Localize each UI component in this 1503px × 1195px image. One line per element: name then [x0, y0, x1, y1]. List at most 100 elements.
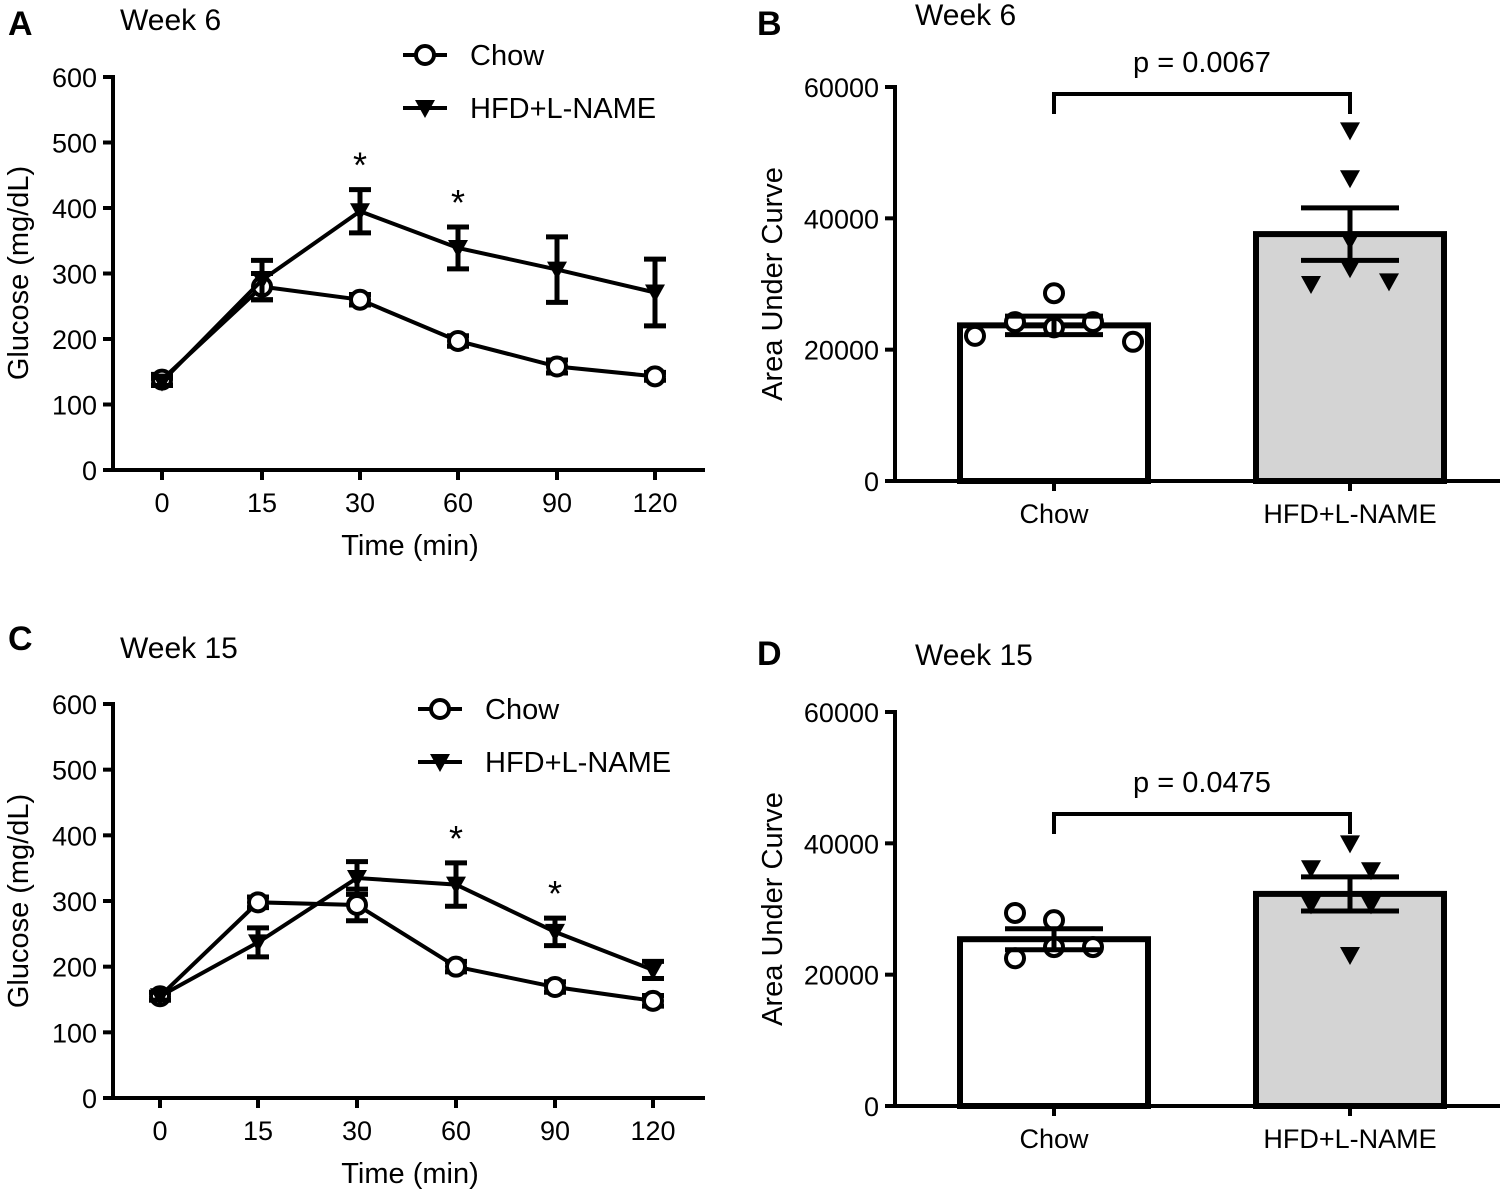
circle-marker: [346, 893, 368, 916]
y-tick-label: 600: [52, 690, 97, 720]
panel-title: Week 6: [915, 0, 1016, 32]
triangle-marker: [1340, 946, 1360, 965]
triangle-marker: [248, 934, 268, 953]
y-tick-label: 500: [52, 756, 97, 786]
x-tick-label: 60: [441, 1116, 471, 1146]
circle-marker: [546, 355, 568, 378]
legend-label: Chow: [485, 694, 560, 726]
y-tick-label: 0: [864, 1092, 879, 1122]
panel-c: C Week 15 0 100 200 300 400 500 600 0 15 30 60 90 120 G…: [3, 620, 705, 1190]
triangle-marker: [1340, 260, 1360, 279]
bar-chow: [957, 322, 1151, 484]
x-tick-label: 120: [632, 488, 677, 518]
legend-item: HFD+L-NAME: [418, 747, 671, 779]
circle-marker: [445, 955, 467, 978]
triangle-marker: [1301, 896, 1321, 915]
circle-marker: [1004, 901, 1026, 924]
x-tick-label: 60: [443, 488, 473, 518]
panel-title: Week 6: [120, 4, 221, 37]
panel-title: Week 15: [915, 639, 1033, 672]
panel-a: A Week 6 0 100 200 300 400 500 600 0 15 30 60 90 120 Gl…: [3, 4, 705, 562]
x-tick-label: 15: [247, 488, 277, 518]
legend-item: Chow: [418, 694, 560, 726]
series-hfd-l-name: [151, 187, 666, 392]
circle-marker: [349, 288, 371, 311]
series-line: [159, 875, 654, 998]
significance-star: *: [353, 145, 367, 186]
circle-marker: [544, 976, 566, 999]
panel-b: B Week 6 0 20000 40000 60000 Chow HFD+L-NAME Are…: [757, 0, 1500, 529]
triangle-marker: [150, 988, 170, 1007]
x-tick-label: 15: [243, 1116, 273, 1146]
circle-marker: [429, 698, 451, 720]
legend-item: HFD+L-NAME: [403, 93, 656, 125]
significance-bracket: [1052, 812, 1352, 834]
triangle-marker: [1340, 122, 1360, 141]
p-value-label: p = 0.0475: [1133, 767, 1271, 799]
series-chow: [149, 886, 664, 1012]
significance-star: *: [451, 182, 465, 223]
x-tick-label: Chow: [1019, 499, 1089, 529]
y-tick-label: 60000: [804, 698, 879, 728]
y-tick-label: 60000: [804, 73, 879, 103]
y-tick-label: 300: [52, 260, 97, 290]
bar-chow: [957, 936, 1151, 1109]
circle-marker: [414, 44, 436, 66]
panel-letter: D: [757, 635, 782, 673]
x-axis-title: Time (min): [341, 1158, 478, 1190]
y-tick-label: 500: [52, 129, 97, 159]
legend-label: HFD+L-NAME: [470, 93, 656, 125]
triangle-marker: [446, 876, 466, 895]
y-tick-label: 40000: [804, 829, 879, 859]
error-bar: [1005, 926, 1103, 953]
y-tick-label: 400: [52, 194, 97, 224]
significance-star: *: [548, 873, 562, 914]
series-line: [160, 209, 656, 383]
circle-marker: [1043, 282, 1065, 305]
panel-letter: B: [757, 5, 782, 43]
triangle-marker: [1379, 273, 1399, 292]
triangle-marker: [1301, 860, 1321, 879]
panel-title: Week 15: [120, 632, 238, 665]
triangle-marker: [1361, 896, 1381, 915]
y-axis-title: Glucose (mg/dL): [3, 794, 35, 1008]
series-line: [160, 284, 656, 382]
y-tick-label: 20000: [804, 336, 879, 366]
x-tick-label: 0: [152, 1116, 167, 1146]
significance-star: *: [449, 818, 463, 859]
significance-bracket: [1052, 92, 1352, 114]
x-tick-label: 90: [540, 1116, 570, 1146]
panel-d: D Week 15 0 20000 40000 60000 Chow HFD+L-NAME Ar…: [757, 635, 1500, 1154]
circle-marker: [1122, 330, 1144, 353]
error-bar: [1301, 205, 1399, 263]
x-tick-label: 0: [154, 488, 169, 518]
y-tick-label: 20000: [804, 961, 879, 991]
x-axis-title: Time (min): [341, 530, 478, 562]
triangle-marker: [1340, 170, 1360, 189]
triangle-marker: [347, 870, 367, 889]
series-hfd-l-name: [149, 859, 664, 1007]
p-value-label: p = 0.0067: [1133, 47, 1271, 79]
x-tick-label: HFD+L-NAME: [1263, 1124, 1436, 1154]
y-tick-label: 100: [52, 1018, 97, 1048]
triangle-marker: [547, 261, 567, 280]
series-line: [158, 900, 654, 1003]
triangle-marker: [252, 272, 272, 291]
circle-marker: [247, 891, 269, 914]
legend-label: HFD+L-NAME: [485, 747, 671, 779]
series-chow: [151, 271, 666, 391]
triangle-marker: [645, 284, 665, 303]
x-tick-label: Chow: [1019, 1124, 1089, 1154]
y-tick-label: 40000: [804, 204, 879, 234]
bar-hfd-l-name: [1253, 890, 1447, 1109]
x-tick-label: 30: [342, 1116, 372, 1146]
triangle-marker: [415, 100, 435, 118]
y-tick-label: 300: [52, 887, 97, 917]
y-tick-label: 400: [52, 821, 97, 851]
legend-item: Chow: [403, 40, 545, 72]
error-bar: [1301, 874, 1399, 914]
circle-marker: [642, 989, 664, 1012]
y-tick-label: 0: [864, 467, 879, 497]
y-tick-label: 100: [52, 391, 97, 421]
